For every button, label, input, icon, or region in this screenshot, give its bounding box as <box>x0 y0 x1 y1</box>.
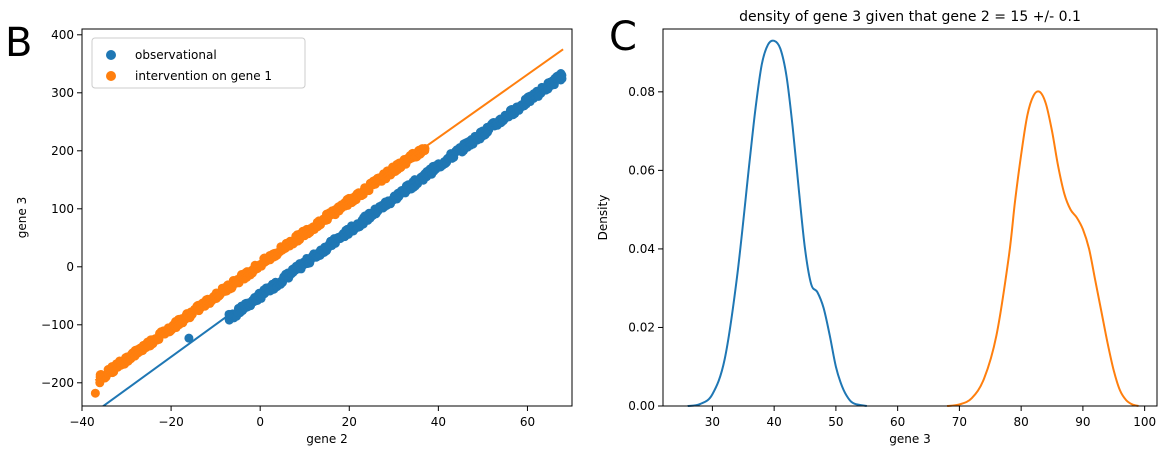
x-tick-label: 40 <box>431 415 446 429</box>
x-axis-label: gene 3 <box>889 432 930 446</box>
legend-marker <box>106 71 116 81</box>
fit-line <box>101 71 564 406</box>
plot-area-c <box>687 39 1139 407</box>
x-tick-label: 100 <box>1133 415 1156 429</box>
x-tick-label: −40 <box>69 415 94 429</box>
x-tick-label: 90 <box>1075 415 1090 429</box>
series-observational <box>101 69 567 406</box>
y-tick-label: 0.04 <box>628 242 655 256</box>
y-tick-label: 0.06 <box>628 163 655 177</box>
y-tick-label: −100 <box>41 318 74 332</box>
axes-1: 30 40 50 60 70 80 90 100 0.00 0.02 0.04 0.06 0.08 gen… <box>596 9 1156 446</box>
plot-area-b <box>90 48 567 406</box>
x-tick-label: −20 <box>158 415 183 429</box>
data-point <box>557 70 567 80</box>
y-tick-label: 0 <box>66 260 74 274</box>
plot-frame-b <box>81 28 573 407</box>
x-tick-label: 20 <box>342 415 357 429</box>
data-point <box>95 378 105 388</box>
density-line-observational <box>687 39 867 407</box>
data-point <box>90 388 100 398</box>
data-point <box>184 333 194 343</box>
y-tick-label: 0.00 <box>628 399 655 413</box>
y-axis-label: gene 3 <box>15 197 29 238</box>
x-tick-label: 30 <box>705 415 720 429</box>
x-axis-label: gene 2 <box>306 432 347 446</box>
y-axis-label: Density <box>596 195 610 241</box>
y-tick-label: −200 <box>41 376 74 390</box>
x-tick-label: 60 <box>890 415 905 429</box>
chart-title: density of gene 3 given that gene 2 = 15… <box>739 9 1081 25</box>
legend-marker <box>106 50 116 60</box>
x-tick-label: 60 <box>520 415 535 429</box>
legend-label: intervention on gene 1 <box>135 69 272 83</box>
y-tick-label: 400 <box>51 28 74 42</box>
plot-frame-c <box>662 28 1158 407</box>
panel-label-c: C <box>609 14 637 60</box>
x-tick-label: 0 <box>256 415 264 429</box>
series-intervention <box>90 48 564 398</box>
y-tick-label: 100 <box>51 202 74 216</box>
fit-line <box>94 48 564 382</box>
y-tick-label: 0.08 <box>628 85 655 99</box>
x-tick-label: 70 <box>952 415 967 429</box>
legend: observational intervention on gene 1 <box>91 37 306 89</box>
x-tick-label: 40 <box>767 415 782 429</box>
y-tick-label: 0.02 <box>628 320 655 334</box>
legend-box <box>91 37 306 89</box>
y-tick-label: 200 <box>51 144 74 158</box>
x-tick-label: 80 <box>1014 415 1029 429</box>
x-tick-label: 50 <box>828 415 843 429</box>
panel-label-b: B <box>5 20 32 66</box>
legend-label: observational <box>135 48 217 62</box>
y-tick-label: 300 <box>51 86 74 100</box>
density-line-intervention <box>946 90 1139 407</box>
